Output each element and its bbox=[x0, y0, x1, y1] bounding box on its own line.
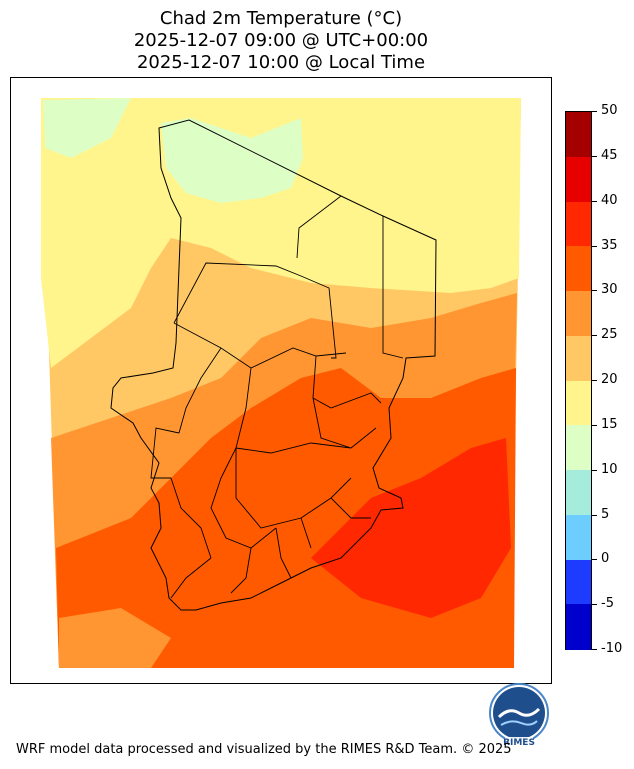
colorbar-tick bbox=[592, 245, 597, 247]
band-35-40 bbox=[311, 438, 511, 618]
colorbar-tick-label: 35 bbox=[601, 237, 618, 253]
colorbar bbox=[565, 111, 592, 650]
colorbar-bin-15-20 bbox=[566, 380, 591, 426]
band-10-15-b bbox=[43, 98, 131, 158]
colorbar-tick-label: 0 bbox=[601, 551, 610, 567]
map-frame: RIMES bbox=[10, 77, 552, 747]
map-title-line-1: Chad 2m Temperature (°C) bbox=[159, 8, 403, 29]
colorbar-tick bbox=[592, 200, 597, 202]
logo-text: RIMES bbox=[503, 738, 535, 747]
colorbar-tick-label: 20 bbox=[601, 372, 618, 387]
colorbar-tick-label: 5 bbox=[601, 506, 610, 522]
colorbar-tick bbox=[592, 649, 597, 650]
map-title-line-3: 2025-12-07 10:00 @ Local Time bbox=[136, 52, 426, 73]
footer-credit: WRF model data processed and visualized … bbox=[16, 742, 512, 757]
colorbar-tick-label: 50 bbox=[601, 103, 618, 118]
colorbar-bin-25-30 bbox=[566, 291, 591, 337]
colorbar-bin--5-0 bbox=[566, 559, 591, 605]
colorbar-bin-35-40 bbox=[566, 201, 591, 247]
colorbar-tick bbox=[592, 514, 597, 516]
colorbar-tick bbox=[592, 559, 597, 561]
colorbar-tick-label: 25 bbox=[601, 327, 618, 343]
colorbar-tick-label: -10 bbox=[601, 641, 623, 656]
colorbar-bin-0-5 bbox=[566, 514, 591, 560]
colorbar-tick-label: 15 bbox=[601, 416, 618, 432]
colorbar-bin-20-25 bbox=[566, 335, 591, 381]
colorbar-tick-label: 40 bbox=[601, 192, 618, 208]
region-boundaries bbox=[150, 195, 404, 599]
colorbar-tick bbox=[592, 335, 597, 337]
colorbar-bin-40-45 bbox=[566, 156, 591, 202]
band-10-15 bbox=[161, 118, 303, 203]
band-25-30-south bbox=[59, 608, 171, 668]
colorbar-bin-45-50 bbox=[566, 112, 591, 158]
colorbar-bin-5-10 bbox=[566, 470, 591, 516]
temperature-map bbox=[41, 98, 521, 668]
colorbar-tick-label: -5 bbox=[601, 596, 614, 612]
colorbar-tick bbox=[592, 111, 597, 112]
colorbar-tick bbox=[592, 469, 597, 471]
colorbar-tick-label: 45 bbox=[601, 147, 618, 163]
rimes-logo: RIMES bbox=[489, 683, 549, 747]
colorbar-tick bbox=[592, 424, 597, 426]
colorbar-tick bbox=[592, 380, 597, 381]
colorbar-tick bbox=[592, 155, 597, 157]
colorbar-tick bbox=[592, 290, 597, 292]
colorbar-bin--10--5 bbox=[566, 604, 591, 650]
colorbar-bin-10-15 bbox=[566, 425, 591, 471]
colorbar-tick bbox=[592, 604, 597, 606]
colorbar-tick-label: 30 bbox=[601, 282, 618, 298]
map-title-line-2: 2025-12-07 09:00 @ UTC+00:00 bbox=[133, 30, 429, 51]
colorbar-tick-label: 10 bbox=[601, 461, 618, 477]
country-boundary bbox=[110, 119, 437, 611]
colorbar-bin-30-35 bbox=[566, 246, 591, 292]
